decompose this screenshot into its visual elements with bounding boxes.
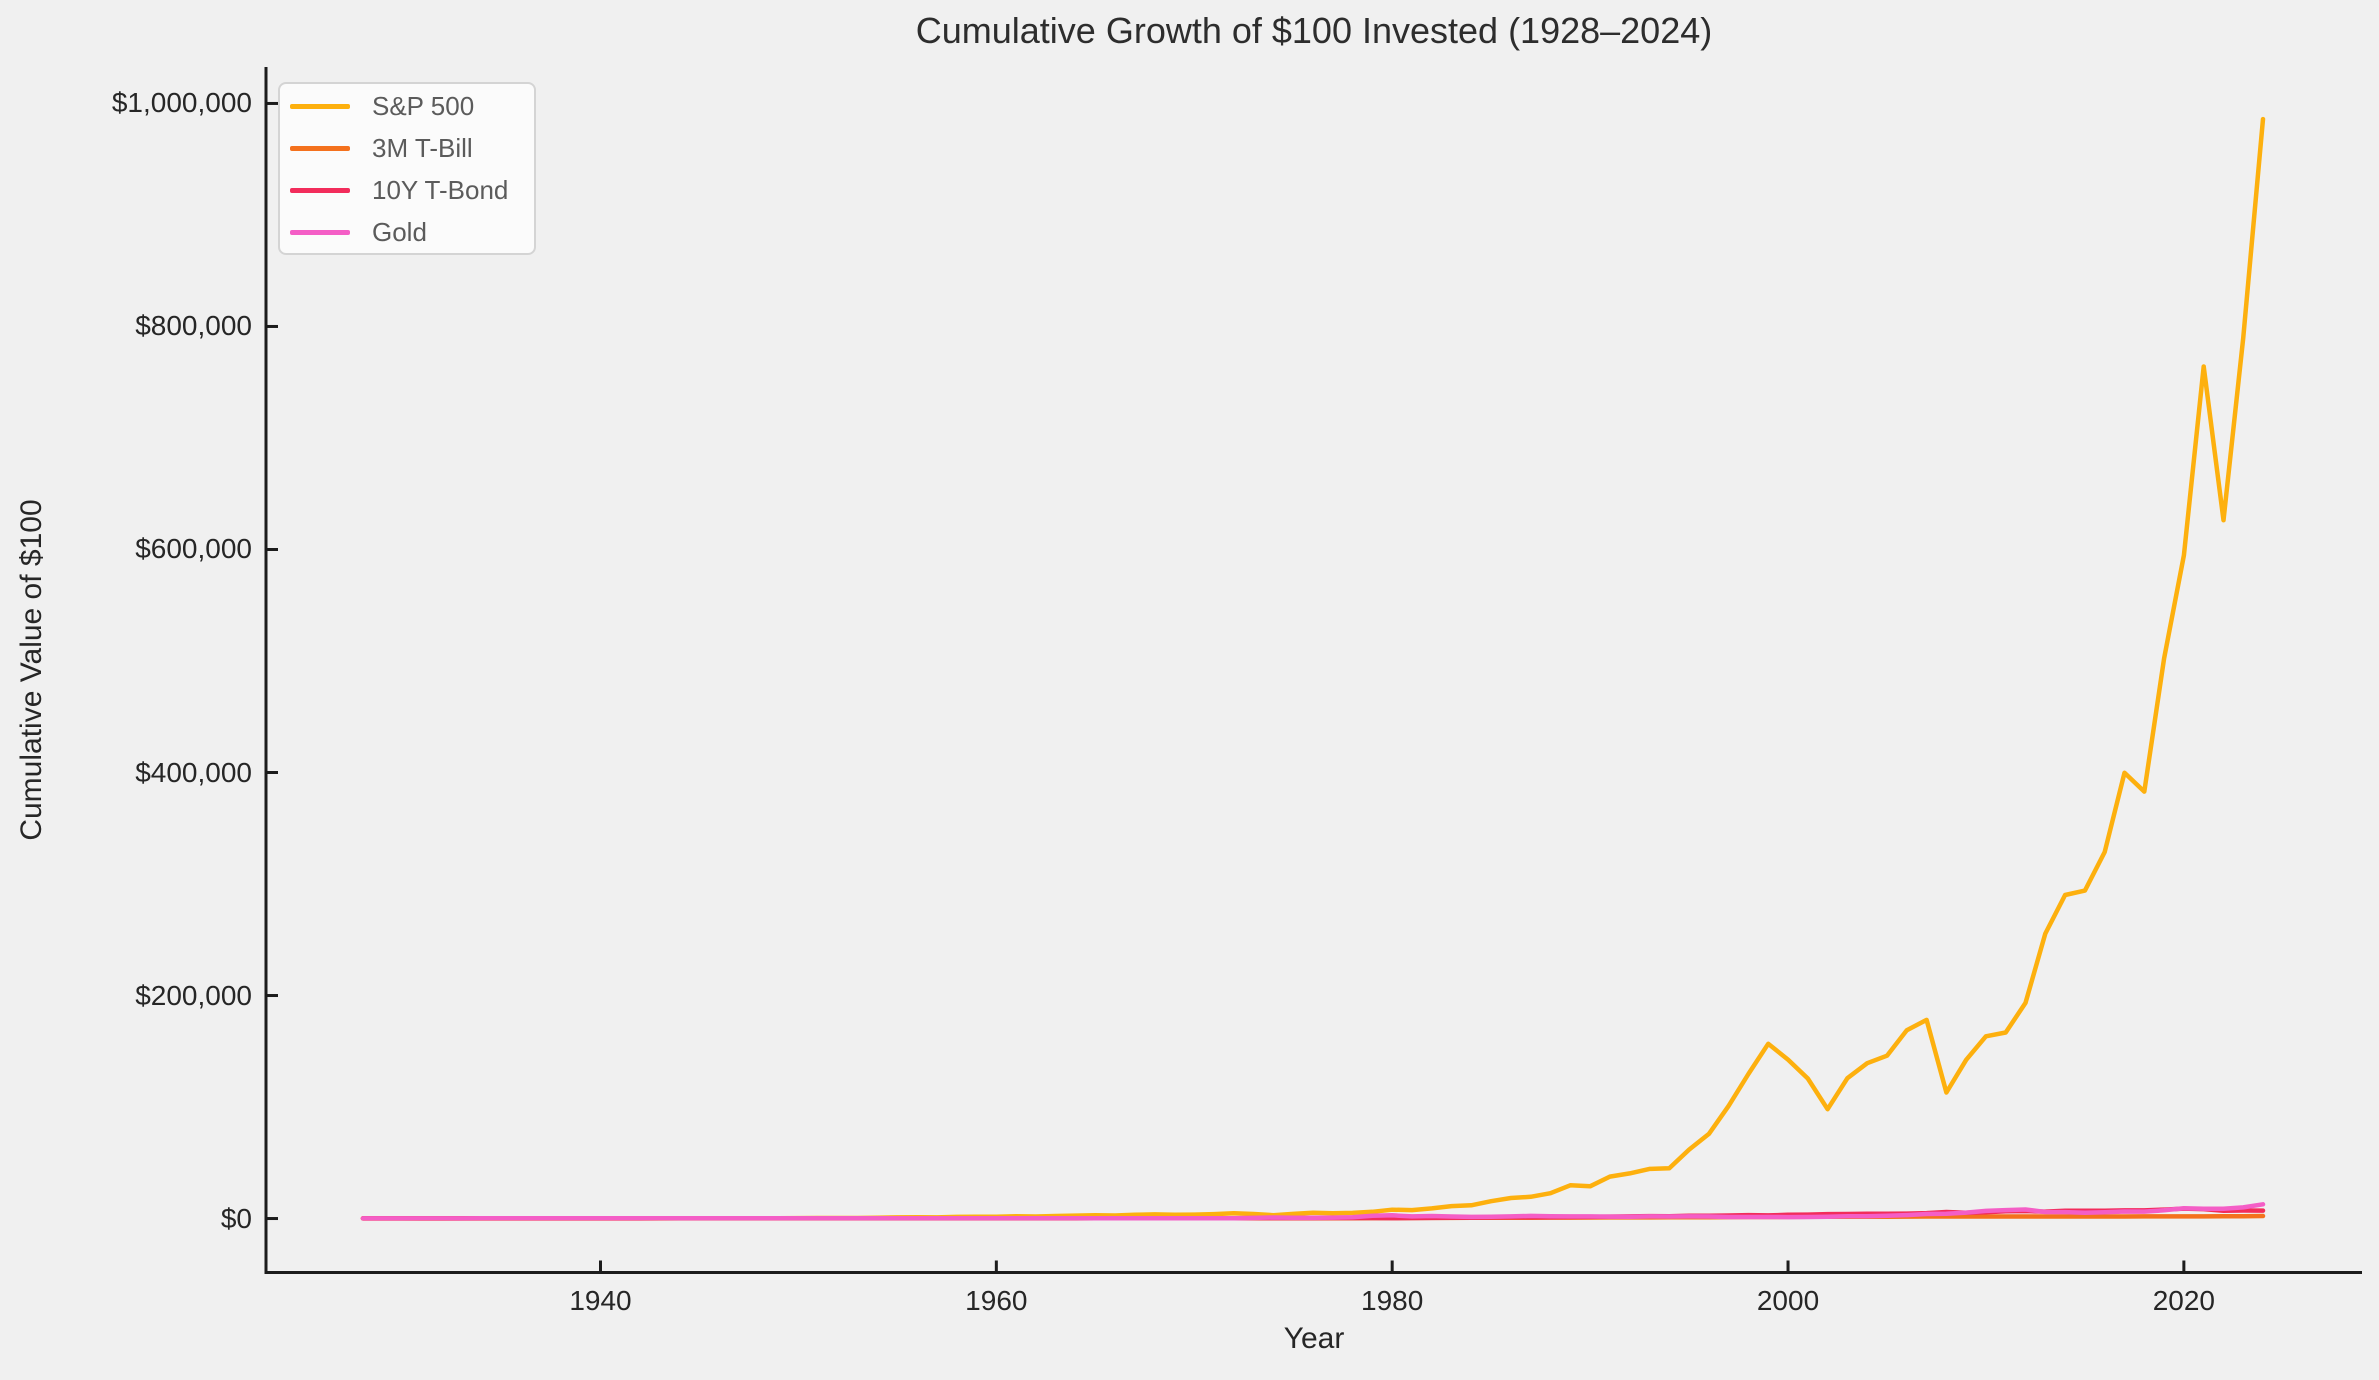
- legend-swatch-sp500: [290, 103, 350, 109]
- x-tick-label: 2000: [1756, 1285, 1820, 1316]
- legend-label-sp500: S&P 500: [372, 90, 475, 121]
- series-lines: [360, 116, 2266, 1221]
- tick-marks: [266, 101, 2186, 1273]
- legend-item-sp500: S&P 500: [280, 85, 534, 127]
- chart-title: Cumulative Growth of $100 Invested (1928…: [915, 10, 1713, 51]
- x-tick-label: 1940: [569, 1285, 632, 1316]
- legend-swatch-tbill: [290, 145, 350, 151]
- x-tick-label: 1960: [965, 1285, 1028, 1316]
- y-tick-label: $200,000: [135, 979, 252, 1011]
- legend-item-gold: Gold: [280, 211, 534, 253]
- legend-label-gold: Gold: [372, 216, 427, 247]
- y-tick-label: $0: [220, 1202, 252, 1234]
- y-tick-label: $600,000: [135, 533, 252, 565]
- y-tick-label: $800,000: [135, 310, 252, 342]
- legend-label-tbill: 3M T-Bill: [372, 132, 473, 163]
- legend-label-tbond: 10Y T-Bond: [372, 174, 509, 205]
- legend-swatch-gold: [290, 229, 350, 235]
- legend-swatch-tbond: [290, 187, 350, 193]
- y-tick-label: $400,000: [135, 756, 252, 788]
- legend-item-tbill: 3M T-Bill: [280, 127, 534, 169]
- axes-spines: [264, 67, 2362, 1274]
- y-tick-label: $1,000,000: [111, 87, 252, 119]
- legend: S&P 500 3M T-Bill 10Y T-Bond Gold: [278, 82, 536, 255]
- x-tick-label: 1980: [1361, 1285, 1424, 1316]
- x-tick-label: 2020: [2152, 1285, 2215, 1316]
- legend-item-tbond: 10Y T-Bond: [280, 169, 534, 211]
- x-axis-title: Year: [1283, 1322, 1345, 1355]
